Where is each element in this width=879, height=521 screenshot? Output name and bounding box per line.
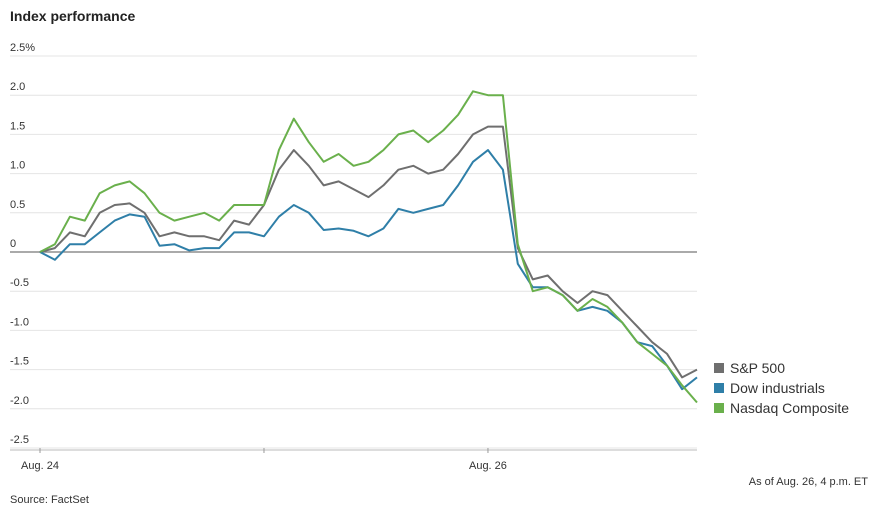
legend-label: Nasdaq Composite (730, 400, 849, 416)
y-tick-label: 1.5 (10, 120, 25, 132)
note: As of Aug. 26, 4 p.m. ET (749, 476, 869, 488)
series-line (39, 125, 698, 379)
y-tick-label: -1.0 (10, 316, 29, 328)
y-tick-label: 0 (10, 238, 16, 250)
y-tick-label: 2.5% (10, 42, 35, 54)
legend-swatch (714, 363, 724, 373)
series-line (39, 90, 698, 404)
series-line (39, 149, 698, 391)
legend-swatch (714, 403, 724, 413)
source: Source: FactSet (10, 494, 89, 506)
y-tick-label: -0.5 (10, 277, 29, 289)
y-tick-label: 0.5 (10, 199, 25, 211)
legend-swatch (714, 383, 724, 393)
y-tick-label: -2.5 (10, 434, 29, 446)
legend-label: Dow industrials (730, 380, 825, 396)
y-tick-label: 2.0 (10, 81, 25, 93)
y-tick-label: -2.0 (10, 395, 29, 407)
y-tick-label: -1.5 (10, 356, 29, 368)
legend-label: S&P 500 (730, 360, 785, 376)
chart-title: Index performance (10, 8, 135, 24)
x-tick-label: Aug. 24 (21, 460, 59, 472)
y-tick-label: 1.0 (10, 160, 25, 172)
x-tick-label: Aug. 26 (469, 460, 507, 472)
